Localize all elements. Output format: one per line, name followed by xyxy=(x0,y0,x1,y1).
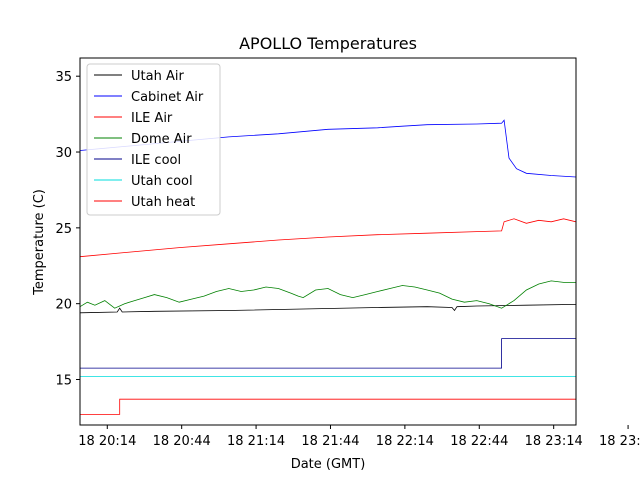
x-tick-label: 18 21:44 xyxy=(301,434,359,449)
x-tick-label: 18 22:44 xyxy=(450,434,508,449)
legend-label-cabinet-air: Cabinet Air xyxy=(131,90,204,105)
series-line-utah-heat xyxy=(80,398,576,415)
x-tick-label: 18 20:44 xyxy=(153,434,211,449)
y-tick-label: 15 xyxy=(55,374,72,389)
y-tick-label: 25 xyxy=(55,222,72,237)
legend-label-ile-cool: ILE cool xyxy=(131,153,181,168)
legend: Utah Air Cabinet Air ILE Air Dome Air ILE co… xyxy=(86,63,221,216)
x-tick-label: 18 22:14 xyxy=(376,434,434,449)
y-axis-label: Temperature (C) xyxy=(32,189,47,296)
x-axis: 18 20:14 18 20:44 18 21:14 18 21:44 18 22:14… xyxy=(78,425,640,449)
series-line-dome-air xyxy=(80,280,576,309)
y-tick-label: 30 xyxy=(55,146,72,161)
x-tick-label: 18 23:44 xyxy=(599,434,640,449)
legend-label-utah-heat: Utah heat xyxy=(131,195,195,210)
plot-frame xyxy=(79,57,577,426)
legend-label-ile-air: ILE Air xyxy=(131,111,173,126)
series-line-utah-air xyxy=(80,304,576,314)
x-tick-label: 18 21:14 xyxy=(227,434,285,449)
legend-label-dome-air: Dome Air xyxy=(131,132,192,147)
series-line-ile-cool xyxy=(80,338,576,369)
y-tick-label: 20 xyxy=(55,298,72,313)
legend-label-utah-cool: Utah cool xyxy=(131,174,193,189)
chart-title: APOLLO Temperatures xyxy=(239,34,417,53)
x-tick-label: 18 20:14 xyxy=(78,434,136,449)
legend-label-utah-air: Utah Air xyxy=(131,69,184,84)
legend-box xyxy=(86,63,221,216)
y-tick-label: 35 xyxy=(55,70,72,85)
series-line-ile-air xyxy=(80,218,576,258)
x-tick-label: 18 23:14 xyxy=(525,434,583,449)
x-axis-label: Date (GMT) xyxy=(291,457,366,472)
y-axis: 15 20 25 30 35 xyxy=(55,70,80,389)
